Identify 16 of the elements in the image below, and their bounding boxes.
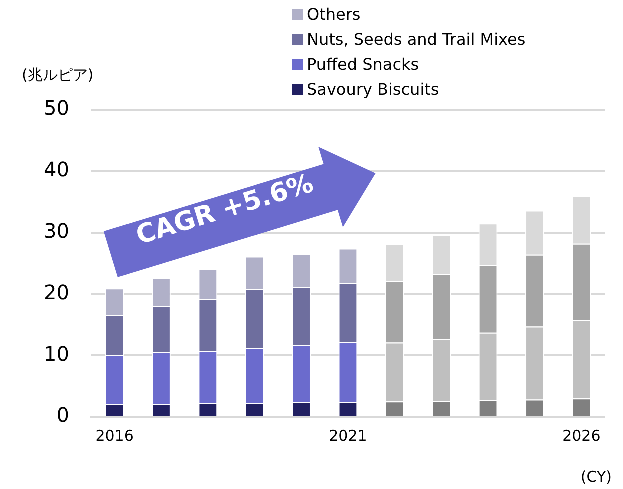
- y-tick-label: 40: [44, 158, 70, 182]
- x-tick-label: 2026: [562, 426, 601, 445]
- y-tick-label: 10: [44, 342, 70, 366]
- y-tick-label: 0: [56, 403, 70, 428]
- legend-label: Puffed Snacks: [307, 55, 420, 74]
- y-axis-title: (兆ルピア): [22, 66, 94, 84]
- x-tick-label: 2021: [329, 426, 368, 445]
- y-tick-label: 50: [44, 96, 70, 120]
- legend-label: Savoury Biscuits: [307, 80, 440, 99]
- legend-label: Others: [307, 5, 361, 24]
- y-tick-label: 30: [44, 219, 70, 244]
- annotation: CAGR +5.6%: [132, 168, 318, 254]
- x-axis-title: (CY): [580, 468, 612, 486]
- y-tick-label: 20: [44, 280, 70, 304]
- x-tick-label: 2016: [96, 426, 134, 445]
- legend-label: Nuts, Seeds and Trail Mixes: [307, 30, 526, 49]
